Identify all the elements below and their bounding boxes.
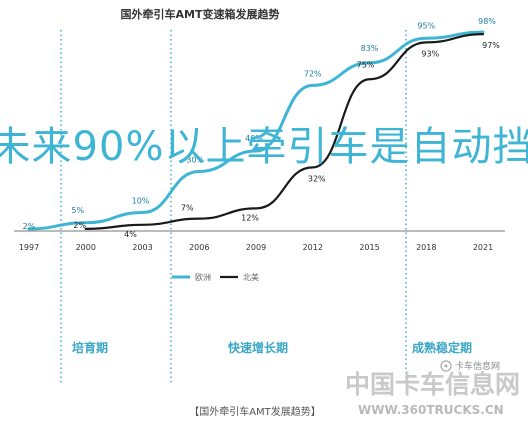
legend-label: 北美 <box>243 272 259 282</box>
x-tick-label: 2000 <box>76 243 96 252</box>
legend-label: 欧洲 <box>195 272 211 282</box>
x-tick-label: 2003 <box>132 243 152 252</box>
data-label: 75% <box>357 60 375 69</box>
data-label: 12% <box>241 213 259 222</box>
series-layer <box>27 30 485 231</box>
data-label: 95% <box>417 21 435 30</box>
phase-label: 培育期 <box>72 340 108 355</box>
watermark-logo-icon <box>440 360 452 372</box>
x-tick-label: 2021 <box>473 243 493 252</box>
watermark-chinese: 中国卡车信息网 <box>345 370 520 399</box>
x-tick-label: 2015 <box>359 243 379 252</box>
phase-dividers <box>60 30 407 385</box>
phase-label: 快速增长期 <box>228 340 288 355</box>
data-label: 30% <box>186 156 204 165</box>
data-label: 97% <box>482 41 500 50</box>
x-tick-labels: 1997 2000 2003 2006 2009 2012 2015 2018 2021 <box>19 243 493 252</box>
x-tick-label: 2009 <box>246 243 266 252</box>
data-label: 40% <box>245 134 263 143</box>
data-label: 10% <box>132 197 150 206</box>
data-label: 7% <box>181 204 194 213</box>
legend: 欧洲 北美 <box>172 272 259 282</box>
data-label: 2% <box>23 222 36 231</box>
series-line-north-america <box>84 33 485 230</box>
data-label: 32% <box>308 174 326 183</box>
x-tick-label: 2006 <box>189 243 209 252</box>
x-tick-label: 2012 <box>303 243 323 252</box>
series-line-europe <box>27 30 485 231</box>
figure-caption: 【国外牵引车AMT发展趋势】 <box>189 405 321 418</box>
chart-title: 国外牵引车AMT变速箱发展趋势 <box>121 7 280 21</box>
phase-label: 成熟稳定期 <box>412 340 472 355</box>
overlay-headline: 未来90%以上牵引车是自动挡 <box>0 124 528 170</box>
data-label: 72% <box>304 69 322 78</box>
data-label: 93% <box>421 49 439 58</box>
data-label: 4% <box>124 230 137 239</box>
watermark: 卡车信息网 中国卡车信息网 WWW.360TRUCKS.CN <box>345 360 520 417</box>
data-label: 83% <box>361 44 379 53</box>
watermark-small-text: 卡车信息网 <box>455 360 500 372</box>
x-tick-label: 1997 <box>19 243 39 252</box>
data-label: 2% <box>73 221 86 230</box>
watermark-url: WWW.360TRUCKS.CN <box>358 403 504 417</box>
data-label: 5% <box>71 206 84 215</box>
data-label: 98% <box>478 17 496 26</box>
data-labels: 2% 5% 10% 30% 40% 72% 83% 95% 98% 2% 4% 7% 12% 32% 75%… <box>23 17 501 239</box>
phase-labels: 培育期 快速增长期 成熟稳定期 <box>72 340 472 355</box>
x-tick-label: 2018 <box>416 243 436 252</box>
